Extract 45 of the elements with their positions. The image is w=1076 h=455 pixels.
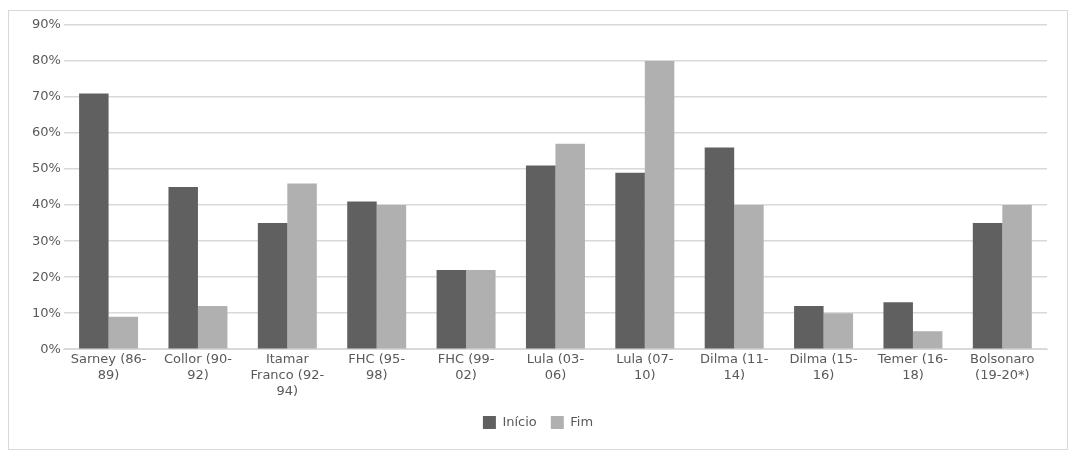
x-tick-label: Temer (16-18) — [876, 351, 949, 382]
bar — [883, 302, 913, 349]
bar — [168, 187, 198, 349]
bar — [257, 223, 288, 349]
x-tick-label: FHC (95-98) — [348, 351, 406, 382]
y-tick-label: 60% — [31, 124, 61, 140]
bar — [525, 165, 556, 349]
bar — [376, 205, 407, 349]
bar — [1002, 205, 1032, 349]
x-tick-label: Dilma (15-16) — [789, 351, 859, 382]
bar — [287, 183, 317, 349]
bar — [823, 313, 854, 349]
x-tick-label: Lula (03-06) — [526, 351, 585, 382]
bar — [436, 269, 467, 349]
bar — [347, 201, 377, 349]
x-tick-label: Bolsonaro (19-20*) — [970, 351, 1035, 382]
bar — [466, 269, 496, 349]
bar — [615, 172, 645, 349]
bar — [734, 205, 764, 349]
bar — [555, 143, 585, 349]
bar — [912, 331, 943, 349]
legend-label: Início — [502, 413, 537, 429]
bar — [972, 223, 1003, 349]
y-tick-label: 50% — [31, 160, 61, 176]
x-tick-label: FHC (99-02) — [437, 351, 495, 382]
y-tick-label: 30% — [31, 232, 61, 248]
y-tick-label: 0% — [40, 340, 61, 356]
y-tick-label: 40% — [31, 196, 61, 212]
y-tick-label: 70% — [31, 88, 61, 104]
bar — [79, 93, 109, 349]
y-tick-label: 80% — [31, 52, 61, 68]
x-tick-label: Dilma (11-14) — [700, 351, 769, 382]
x-tick-label: Itamar Franco (92-94) — [250, 351, 325, 398]
y-tick-label: 20% — [31, 268, 61, 284]
legend-label: Fim — [570, 413, 594, 429]
x-tick-label: Sarney (86-89) — [70, 351, 147, 382]
x-tick-label: Collor (90-92) — [163, 351, 233, 382]
bar — [794, 305, 824, 349]
x-tick-label: Lula (07-10) — [616, 351, 674, 382]
bar — [644, 61, 675, 349]
bar — [108, 316, 139, 349]
bar — [704, 147, 735, 349]
bar — [197, 305, 228, 349]
y-tick-label: 90% — [31, 16, 61, 32]
y-tick-label: 10% — [31, 304, 61, 320]
